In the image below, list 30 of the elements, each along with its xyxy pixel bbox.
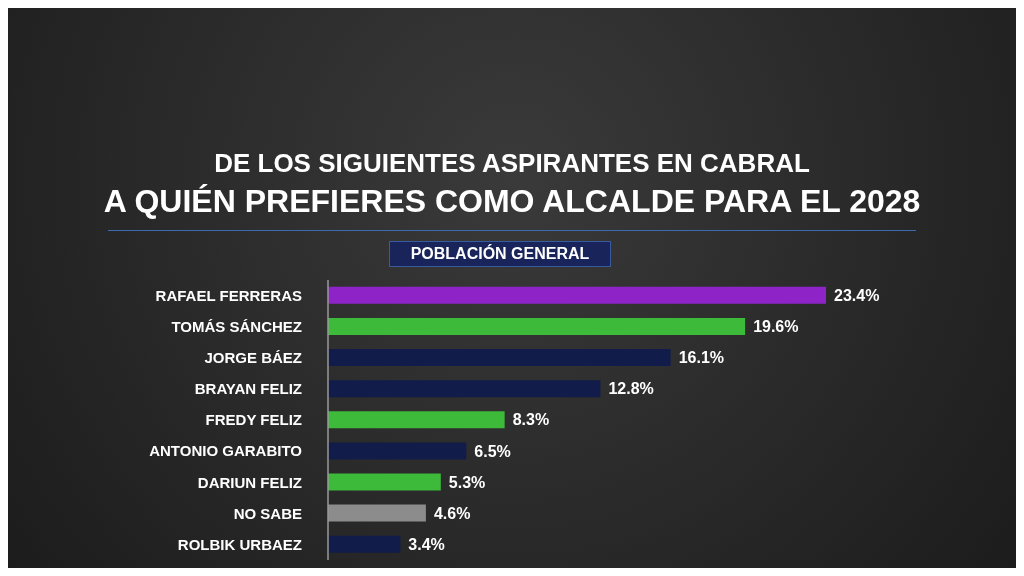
data-label: 19.6%	[753, 318, 799, 336]
bar	[328, 349, 671, 367]
data-label: 12.8%	[608, 380, 654, 398]
data-label: 6.5%	[474, 442, 511, 460]
y-tick-label: BRAYAN FELIZ	[194, 380, 302, 398]
bar	[328, 317, 746, 335]
text: POBLACIÓN GENERAL	[389, 241, 611, 267]
chart-subtitle: A QUIÉN PREFIERES COMO ALCALDE PARA EL 2028	[102, 183, 922, 220]
bar	[328, 535, 401, 553]
chart-title: DE LOS SIGUIENTES ASPIRANTES EN CABRAL	[213, 148, 811, 179]
bar	[328, 442, 467, 460]
data-label: 4.6%	[433, 504, 471, 522]
data-label: 23.4%	[834, 287, 880, 305]
bar	[328, 411, 505, 429]
data-label: 8.3%	[512, 411, 550, 429]
y-tick-label: NO SABE	[233, 504, 302, 522]
data-label: 5.3%	[448, 473, 486, 491]
bar	[328, 473, 441, 491]
y-tick-label: TOMÁS SÁNCHEZ	[171, 317, 302, 335]
y-tick-label: DARIUN FELIZ	[197, 473, 302, 491]
data-label: 3.4%	[408, 535, 445, 553]
y-tick-label: ANTONIO GARABITO	[149, 442, 303, 460]
y-tick-label: JORGE BÁEZ	[204, 349, 302, 367]
y-tick-label: RAFAEL FERRERAS	[155, 286, 302, 304]
bar	[328, 380, 601, 398]
data-label: 16.1%	[678, 349, 725, 367]
y-tick-label: FREDY FELIZ	[205, 411, 302, 429]
y-tick-label: ROLBIK URBAEZ	[177, 535, 302, 553]
bar	[328, 504, 426, 522]
bar	[328, 286, 826, 304]
